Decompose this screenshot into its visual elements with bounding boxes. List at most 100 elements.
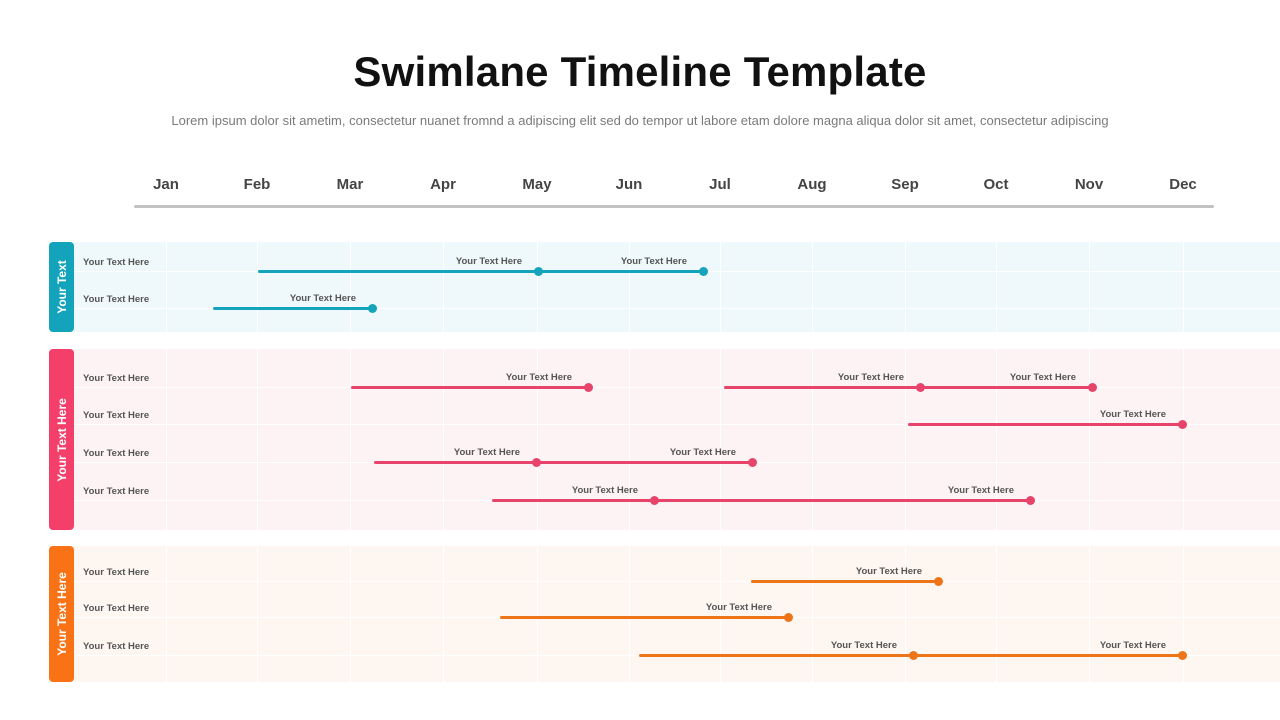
milestone-dot-icon (747, 457, 757, 467)
milestone-dot-icon (698, 266, 708, 276)
milestone-dot-icon (1177, 650, 1187, 660)
grid-line-vertical (905, 546, 906, 682)
grid-line-vertical (1089, 242, 1090, 332)
month-label-oct: Oct (983, 176, 1009, 193)
milestone-label: Your Text Here (289, 293, 356, 304)
milestone-dot-icon (1087, 382, 1097, 392)
timeline-bar (374, 460, 752, 464)
axis-divider (134, 205, 1214, 208)
milestone-dot-icon (533, 266, 543, 276)
month-label-may: May (522, 176, 552, 193)
milestone-dot-icon (367, 303, 377, 313)
milestone-label: Your Text Here (669, 447, 736, 458)
grid-line-vertical (996, 349, 997, 530)
milestone-dot-icon (1025, 495, 1035, 505)
grid-line-horizontal (74, 387, 1280, 388)
row-label: Your Text Here (83, 641, 150, 652)
grid-line-horizontal (74, 424, 1280, 425)
timeline-bar (908, 422, 1182, 426)
timeline-bar (724, 385, 1092, 389)
grid-line-vertical (1183, 349, 1184, 530)
grid-line-vertical (443, 242, 444, 332)
milestone-dot-icon (908, 650, 918, 660)
swimlane: Your Text Here Your Text Here Your Text He… (0, 349, 1280, 530)
milestone-label: Your Text Here (505, 372, 572, 383)
row-label: Your Text Here (83, 448, 150, 459)
grid-line-vertical (537, 242, 538, 332)
grid-line-vertical (257, 546, 258, 682)
grid-line-vertical (1089, 349, 1090, 530)
month-label-jul: Jul (709, 176, 731, 193)
grid-line-vertical (1183, 546, 1184, 682)
grid-line-vertical (443, 349, 444, 530)
timeline-bar (213, 306, 372, 310)
milestone-label: Your Text Here (1009, 372, 1076, 383)
milestone-label: Your Text Here (855, 566, 922, 577)
lane-title: Your Text (54, 260, 69, 314)
lane-tab: Your Text Here (49, 546, 74, 682)
grid-line-vertical (629, 546, 630, 682)
grid-line-vertical (812, 349, 813, 530)
row-label: Your Text Here (83, 373, 150, 384)
milestone-label: Your Text Here (571, 485, 638, 496)
milestone-label: Your Text Here (705, 602, 772, 613)
timeline-bar (751, 579, 938, 583)
month-label-sep: Sep (891, 176, 919, 193)
row-label: Your Text Here (83, 294, 150, 305)
grid-line-vertical (166, 242, 167, 332)
row-label: Your Text Here (83, 567, 150, 578)
row-label: Your Text Here (83, 603, 150, 614)
month-label-mar: Mar (336, 176, 364, 193)
grid-line-vertical (166, 349, 167, 530)
grid-line-vertical (720, 546, 721, 682)
grid-line-horizontal (74, 581, 1280, 582)
grid-line-vertical (257, 242, 258, 332)
milestone-label: Your Text Here (947, 485, 1014, 496)
grid-line-vertical (537, 546, 538, 682)
grid-line-vertical (166, 546, 167, 682)
grid-line-horizontal (74, 308, 1280, 309)
swimlane: Your Text Your Text Here Your Text Here You… (0, 242, 1280, 332)
lane-title: Your Text Here (54, 397, 69, 482)
grid-line-vertical (996, 242, 997, 332)
milestone-dot-icon (649, 495, 659, 505)
grid-line-vertical (350, 242, 351, 332)
lane-tab: Your Text (49, 242, 74, 332)
milestone-dot-icon (783, 612, 793, 622)
timeline-bar (492, 498, 1030, 502)
grid-line-vertical (350, 349, 351, 530)
row-label: Your Text Here (83, 410, 150, 421)
grid-line-vertical (812, 242, 813, 332)
milestone-label: Your Text Here (830, 640, 897, 651)
milestone-label: Your Text Here (455, 256, 522, 267)
grid-line-vertical (720, 349, 721, 530)
month-label-feb: Feb (243, 176, 271, 193)
month-label-apr: Apr (430, 176, 456, 193)
page-subtitle: Lorem ipsum dolor sit ametim, consectetu… (171, 113, 1109, 128)
row-label: Your Text Here (83, 257, 150, 268)
timeline-bar (258, 269, 703, 273)
swimlane: Your Text Here Your Text Here Your Text He… (0, 546, 1280, 682)
month-label-aug: Aug (797, 176, 827, 193)
grid-line-vertical (996, 546, 997, 682)
milestone-dot-icon (915, 382, 925, 392)
milestone-label: Your Text Here (453, 447, 520, 458)
grid-line-vertical (905, 349, 906, 530)
grid-line-vertical (905, 242, 906, 332)
milestone-dot-icon (531, 457, 541, 467)
grid-line-vertical (629, 242, 630, 332)
grid-line-vertical (350, 546, 351, 682)
milestone-label: Your Text Here (837, 372, 904, 383)
milestone-dot-icon (933, 576, 943, 586)
milestone-dot-icon (1177, 419, 1187, 429)
month-label-dec: Dec (1169, 176, 1197, 193)
grid-line-vertical (1183, 242, 1184, 332)
month-label-jan: Jan (153, 176, 179, 193)
lane-background (74, 349, 1280, 530)
lane-background (74, 546, 1280, 682)
grid-line-vertical (257, 349, 258, 530)
milestone-dot-icon (583, 382, 593, 392)
page-title: Swimlane Timeline Template (353, 48, 927, 95)
timeline-bar (500, 615, 788, 619)
lane-title: Your Text Here (54, 572, 69, 656)
